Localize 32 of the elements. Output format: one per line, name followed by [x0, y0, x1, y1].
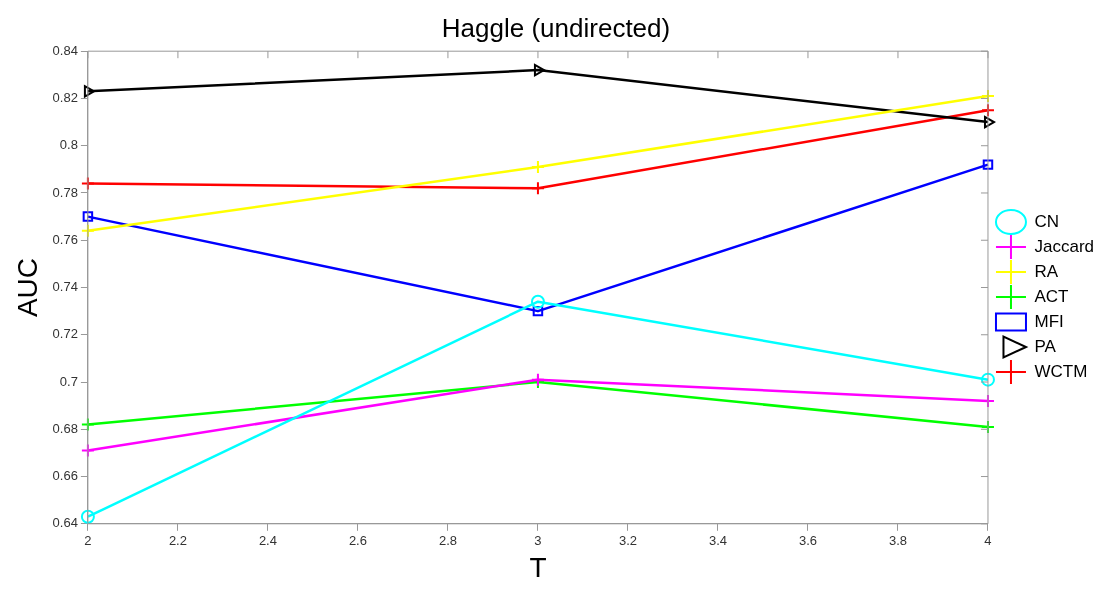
legend-label: WCTM [1034, 361, 1088, 381]
x-tick-label: 3 [534, 533, 542, 549]
y-axis-title: AUC [11, 257, 43, 318]
x-tick-label: 3.4 [708, 533, 727, 549]
y-tick-label: 0.64 [52, 515, 78, 531]
y-tick-label: 0.72 [52, 326, 78, 342]
legend-label: CN [1034, 211, 1060, 231]
x-tick-label: 2.2 [168, 533, 187, 549]
y-tick-label: 0.68 [52, 420, 78, 436]
legend-label: ACT [1034, 286, 1069, 306]
x-tick-label: 3.8 [888, 533, 908, 549]
x-tick-label: 2.6 [348, 533, 367, 549]
y-tick-label: 0.66 [52, 468, 78, 484]
x-axis-title: T [529, 551, 547, 583]
chart-title: Haggle (undirected) [441, 12, 671, 43]
y-tick-label: 0.7 [59, 373, 78, 389]
x-tick-label: 3.6 [798, 533, 817, 549]
y-tick-label: 0.74 [52, 279, 78, 295]
y-tick-label: 0.8 [59, 137, 78, 153]
x-tick-label: 4 [984, 533, 992, 549]
y-tick-label: 0.84 [52, 42, 78, 58]
legend-label: MFI [1034, 311, 1064, 331]
x-tick-label: 3.2 [618, 533, 637, 549]
x-tick-label: 2.8 [438, 533, 457, 549]
legend-label: PA [1034, 336, 1057, 356]
x-tick-label: 2 [84, 533, 92, 549]
legend-label: Jaccard [1034, 236, 1095, 256]
legend-label: RA [1034, 261, 1059, 281]
y-tick-label: 0.78 [52, 184, 78, 200]
y-tick-label: 0.82 [52, 90, 78, 106]
y-tick-label: 0.76 [52, 231, 78, 247]
x-tick-label: 2.4 [258, 533, 277, 549]
